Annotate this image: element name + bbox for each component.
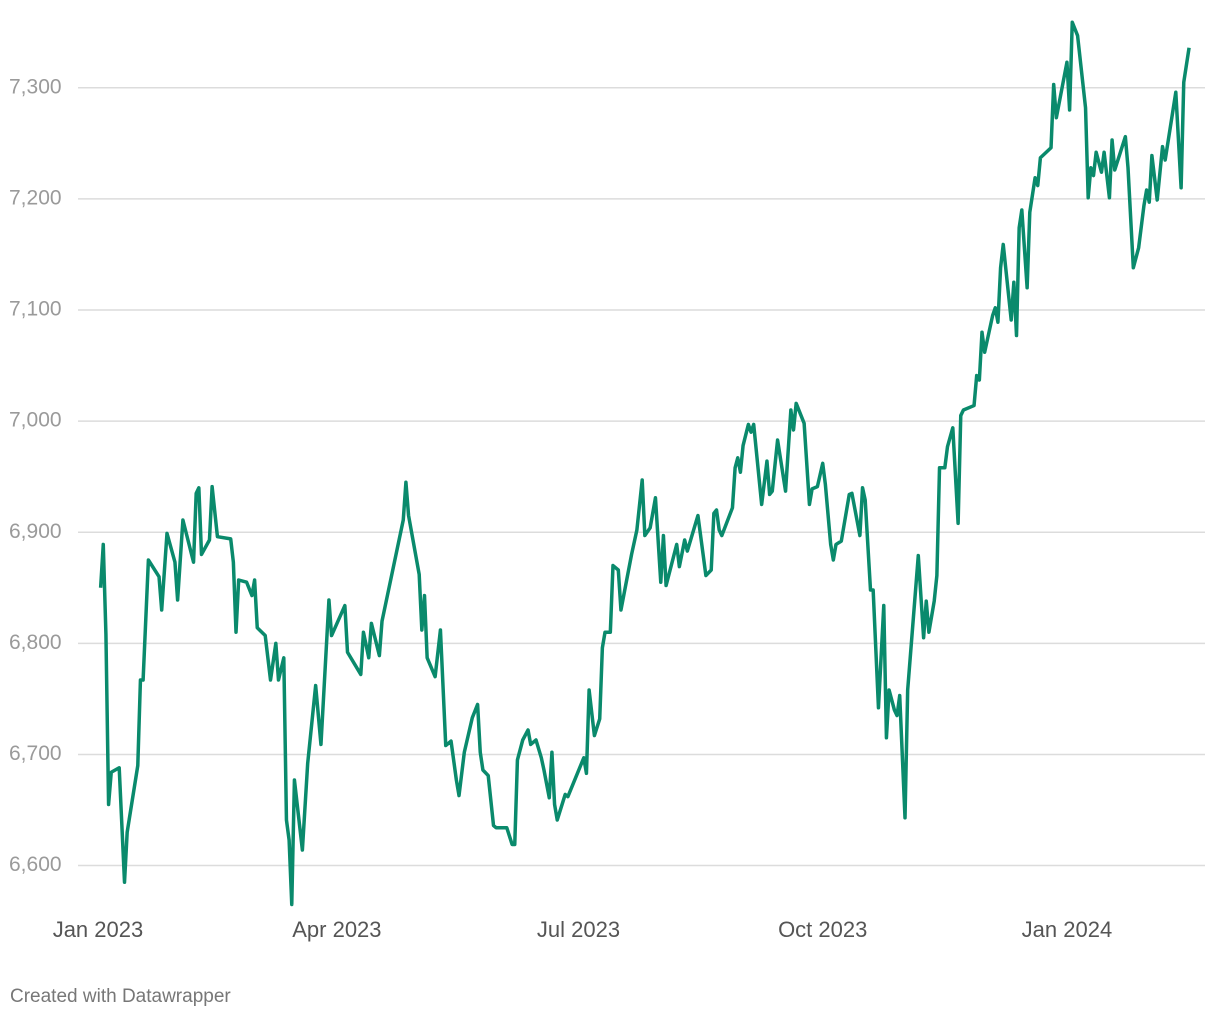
y-tick-label: 6,800 [9,631,62,654]
y-tick-label: 6,700 [9,742,62,765]
y-tick-label: 6,900 [9,520,62,543]
y-tick-label: 6,600 [9,853,62,876]
x-tick-label: Jan 2023 [53,917,144,942]
x-tick-label: Jan 2024 [1022,917,1113,942]
x-tick-label: Jul 2023 [537,917,620,942]
y-tick-label: 7,000 [9,409,62,432]
x-tick-label: Oct 2023 [778,917,867,942]
y-tick-label: 7,200 [9,186,62,209]
credit: Created with Datawrapper [10,986,231,1007]
y-tick-label: 7,300 [9,75,62,98]
line [98,20,1191,907]
x-tick-label: Apr 2023 [292,917,381,942]
y-tick-label: 7,100 [9,298,62,321]
